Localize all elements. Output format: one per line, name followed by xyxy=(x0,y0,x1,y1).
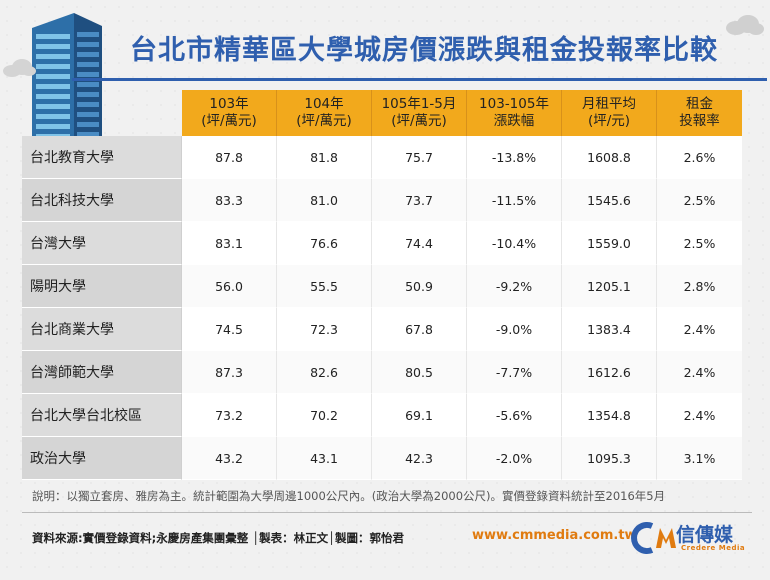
table-cell: 83.1 xyxy=(182,222,277,265)
table-cell: 1545.6 xyxy=(562,179,657,222)
row-label: 陽明大學 xyxy=(22,265,182,308)
table-cell: 43.2 xyxy=(182,437,277,480)
table-cell: -10.4% xyxy=(467,222,562,265)
table-cell: 80.5 xyxy=(372,351,467,394)
table-cell: 1354.8 xyxy=(562,394,657,437)
table-row: 台灣大學 83.1 76.6 74.4 -10.4% 1559.0 2.5% xyxy=(22,222,742,265)
table-cell: 56.0 xyxy=(182,265,277,308)
table-header-cell: 104年 (坪/萬元) xyxy=(277,90,372,136)
table-row: 台北科技大學 83.3 81.0 73.7 -11.5% 1545.6 2.5% xyxy=(22,179,742,222)
row-label: 台北大學台北校區 xyxy=(22,394,182,437)
table-cell: 82.6 xyxy=(277,351,372,394)
row-label: 台灣師範大學 xyxy=(22,351,182,394)
table-header-cell: 103-105年 漲跌幅 xyxy=(467,90,562,136)
source-text: 資料來源:實價登錄資料;永慶房產集團彙整 │製表：林正文│製圖：郭怡君 xyxy=(32,531,405,545)
table-header-row: 103年 (坪/萬元) 104年 (坪/萬元) 105年1-5月 (坪/萬元) 103… xyxy=(22,90,742,136)
table-cell: 75.7 xyxy=(372,136,467,179)
table-cell: 1205.1 xyxy=(562,265,657,308)
table-cell: 2.4% xyxy=(657,394,742,437)
table-cell: 3.1% xyxy=(657,437,742,480)
table-row: 台北教育大學 87.8 81.8 75.7 -13.8% 1608.8 2.6% xyxy=(22,136,742,179)
table-cell: -9.0% xyxy=(467,308,562,351)
row-label: 台北教育大學 xyxy=(22,136,182,179)
table-cell: 70.2 xyxy=(277,394,372,437)
table-cell: -5.6% xyxy=(467,394,562,437)
table-cell: 72.3 xyxy=(277,308,372,351)
row-label: 台北科技大學 xyxy=(22,179,182,222)
table-cell: 2.6% xyxy=(657,136,742,179)
table-header-blank xyxy=(22,90,182,136)
page-title: 台北市精華區大學城房價漲跌與租金投報率比較 xyxy=(130,35,718,66)
table-header-cell: 103年 (坪/萬元) xyxy=(182,90,277,136)
table-row: 台北大學台北校區 73.2 70.2 69.1 -5.6% 1354.8 2.4% xyxy=(22,394,742,437)
logo-text: 信傳媒 xyxy=(676,524,734,546)
table-header-cell: 105年1-5月 (坪/萬元) xyxy=(372,90,467,136)
logo-subtext: Credere Media xyxy=(681,544,746,552)
table-cell: 83.3 xyxy=(182,179,277,222)
table-cell: 2.4% xyxy=(657,351,742,394)
building-icon xyxy=(32,13,102,158)
table-cell: 2.5% xyxy=(657,222,742,265)
row-label: 台灣大學 xyxy=(22,222,182,265)
table-cell: 50.9 xyxy=(372,265,467,308)
row-label: 台北商業大學 xyxy=(22,308,182,351)
data-table: 103年 (坪/萬元) 104年 (坪/萬元) 105年1-5月 (坪/萬元) 103… xyxy=(22,90,742,480)
table-cell: 87.8 xyxy=(182,136,277,179)
row-label: 政治大學 xyxy=(22,437,182,480)
table-row: 陽明大學 56.0 55.5 50.9 -9.2% 1205.1 2.8% xyxy=(22,265,742,308)
note-text: 說明：以獨立套房、雅房為主。統計範圍為大學周邊1000公尺內。(政治大學為200… xyxy=(32,489,666,503)
table-cell: -13.8% xyxy=(467,136,562,179)
title-underline xyxy=(72,78,767,81)
cloud-icon xyxy=(3,59,36,77)
table-cell: 74.5 xyxy=(182,308,277,351)
table-cell: 69.1 xyxy=(372,394,467,437)
table-cell: 73.7 xyxy=(372,179,467,222)
table-cell: -11.5% xyxy=(467,179,562,222)
table-header-cell: 月租平均 (坪/元) xyxy=(562,90,657,136)
table-header-cell: 租金 投報率 xyxy=(657,90,742,136)
table-cell: 2.8% xyxy=(657,265,742,308)
table-cell: 1559.0 xyxy=(562,222,657,265)
table-cell: 73.2 xyxy=(182,394,277,437)
table-cell: -9.2% xyxy=(467,265,562,308)
table-cell: -7.7% xyxy=(467,351,562,394)
table-cell: 81.8 xyxy=(277,136,372,179)
website-link[interactable]: www.cmmedia.com.tw xyxy=(472,528,637,543)
table-cell: 42.3 xyxy=(372,437,467,480)
table-cell: 1608.8 xyxy=(562,136,657,179)
table-cell: 2.4% xyxy=(657,308,742,351)
cm-logo-icon xyxy=(631,522,676,554)
table-cell: 76.6 xyxy=(277,222,372,265)
table-cell: 1612.6 xyxy=(562,351,657,394)
table-row: 台灣師範大學 87.3 82.6 80.5 -7.7% 1612.6 2.4% xyxy=(22,351,742,394)
table-cell: 2.5% xyxy=(657,179,742,222)
table-row: 政治大學 43.2 43.1 42.3 -2.0% 1095.3 3.1% xyxy=(22,437,742,480)
cloud-icon xyxy=(726,15,764,35)
table-cell: 1383.4 xyxy=(562,308,657,351)
table-cell: 43.1 xyxy=(277,437,372,480)
table-cell: 74.4 xyxy=(372,222,467,265)
table-cell: 1095.3 xyxy=(562,437,657,480)
divider xyxy=(22,512,752,513)
table-cell: -2.0% xyxy=(467,437,562,480)
table-cell: 87.3 xyxy=(182,351,277,394)
table-cell: 55.5 xyxy=(277,265,372,308)
table-cell: 81.0 xyxy=(277,179,372,222)
table-row: 台北商業大學 74.5 72.3 67.8 -9.0% 1383.4 2.4% xyxy=(22,308,742,351)
table-cell: 67.8 xyxy=(372,308,467,351)
